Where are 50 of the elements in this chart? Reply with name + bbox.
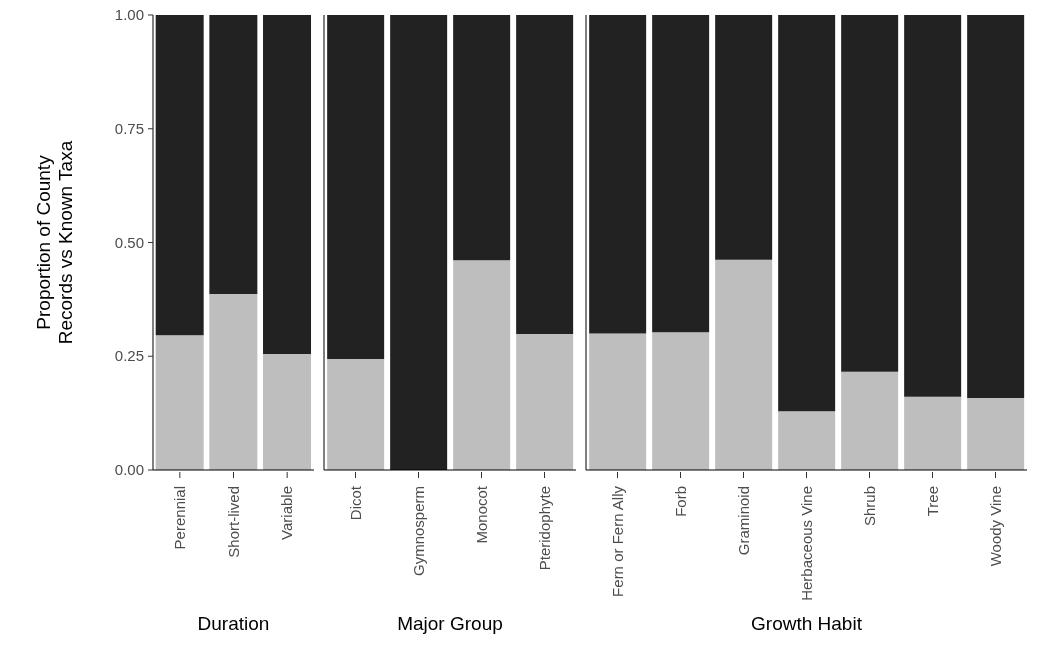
- x-tick-label: Gymnosperm: [409, 486, 427, 577]
- bar: [904, 396, 962, 470]
- bar: [155, 15, 204, 336]
- bar: [841, 371, 899, 470]
- bar: [155, 335, 204, 470]
- bar: [453, 260, 511, 470]
- bar: [263, 353, 312, 470]
- bar: [904, 15, 962, 397]
- x-tick-label: Forb: [671, 486, 689, 517]
- bar: [652, 15, 710, 333]
- x-axis-title: Major Group: [397, 613, 503, 634]
- bar: [715, 259, 773, 470]
- bar: [209, 15, 258, 294]
- y-tick-label: 0.50: [114, 233, 144, 251]
- bar: [589, 333, 647, 470]
- x-tick-label: Perennial: [170, 486, 188, 550]
- bar: [778, 411, 836, 470]
- bar: [589, 15, 647, 334]
- bar: [516, 15, 574, 334]
- bar: [209, 293, 258, 470]
- y-tick-label: 0.00: [114, 461, 144, 478]
- x-tick-label: Variable: [278, 486, 296, 540]
- bar: [263, 15, 312, 354]
- x-tick-label: Woody Vine: [986, 486, 1004, 567]
- bar: [841, 15, 899, 372]
- y-axis-title: Proportion of County Records vs Known Taxa: [33, 140, 76, 345]
- bar: [453, 15, 511, 261]
- bar: [967, 398, 1025, 470]
- x-tick-label: Shrub: [860, 486, 878, 527]
- bar: [778, 15, 836, 412]
- x-tick-label: Graminoid: [734, 486, 752, 556]
- bar: [390, 15, 448, 470]
- bar: [516, 333, 574, 470]
- y-tick-label: 1.00: [114, 6, 144, 23]
- x-tick-label: Short-lived: [224, 486, 242, 558]
- x-tick-label: Fern or Fern Ally: [608, 485, 626, 597]
- bar: [967, 15, 1025, 399]
- x-tick-label: Tree: [923, 486, 941, 517]
- bar: [327, 358, 385, 470]
- y-tick-label: 0.75: [114, 119, 144, 137]
- x-tick-label: Dicot: [346, 485, 364, 521]
- bar: [327, 15, 385, 359]
- bar: [652, 332, 710, 470]
- y-tick-label: 0.25: [114, 347, 144, 365]
- bar: [715, 15, 773, 260]
- x-tick-label: Pteridophyte: [535, 486, 553, 571]
- x-tick-label: Monocot: [472, 485, 490, 544]
- x-axis-title: Growth Habit: [751, 613, 863, 634]
- x-axis-title: Duration: [197, 613, 270, 634]
- x-tick-label: Herbaceous Vine: [797, 486, 815, 601]
